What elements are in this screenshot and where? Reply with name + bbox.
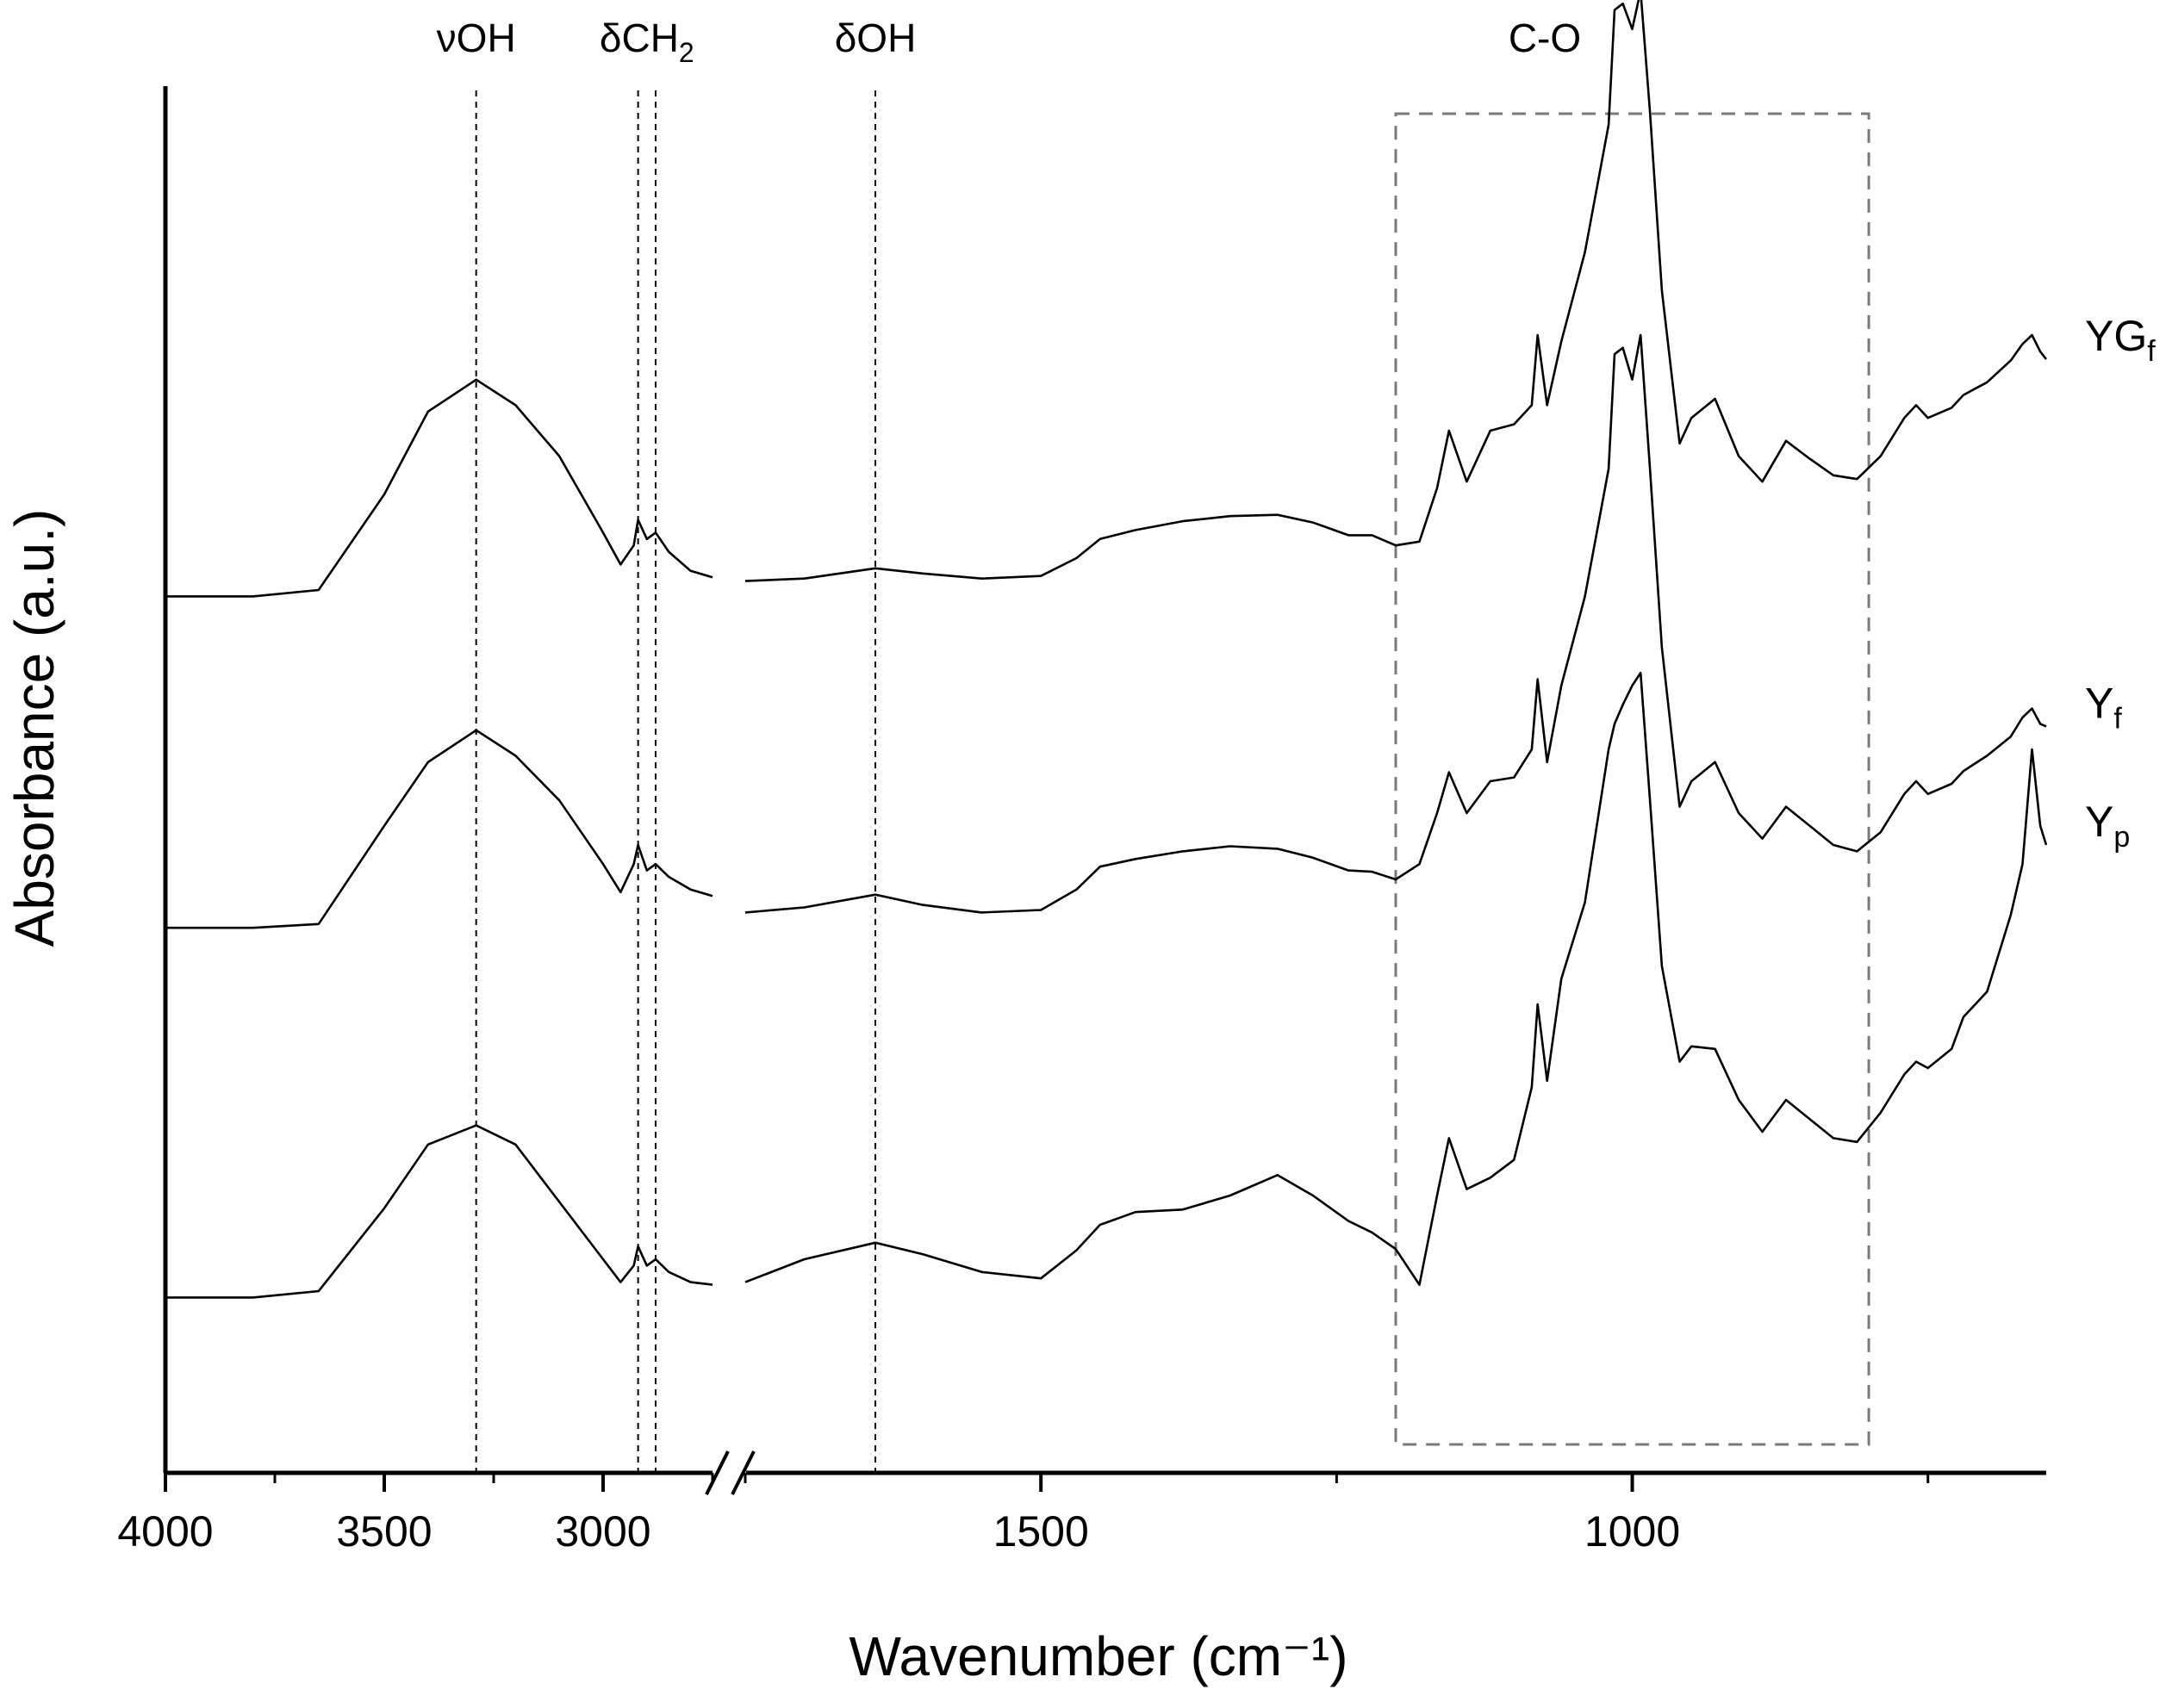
peak-marker-label-3: δOH	[835, 16, 917, 60]
x-tick-label-3: 3000	[555, 1507, 650, 1556]
x-axis-label: Wavenumber (cm⁻¹)	[849, 1625, 1347, 1687]
marker-layer: νOH δCH2 δOH	[437, 16, 917, 1473]
region-box-label: C-O	[1509, 16, 1581, 60]
axis-layer: 4000 3500 3000 1500 1000	[117, 86, 2046, 1556]
y-axis-label: Absorbance (a.u.)	[3, 509, 65, 947]
series-label-2: Yf	[2085, 679, 2122, 735]
axis-break-mark-2	[731, 1450, 756, 1495]
region-box	[1394, 112, 1870, 1446]
series-label-1: YGf	[2085, 312, 2156, 368]
series-line-2-right	[744, 333, 2047, 914]
region-layer	[1394, 112, 1870, 1446]
series-line-3-left	[165, 1124, 713, 1299]
series-line-1-left	[165, 378, 713, 598]
x-tick-label-1: 4000	[117, 1507, 213, 1556]
series-line-2-left	[165, 729, 713, 929]
series-line-3-right	[744, 671, 2048, 1286]
peak-marker-label-2: δCH2	[600, 16, 694, 68]
x-tick-label-4: 1500	[993, 1507, 1089, 1556]
series-label-3: Yp	[2085, 798, 2130, 854]
series-layer: YGf Yf Yp	[165, 0, 2156, 1299]
x-tick-label-5: 1000	[1584, 1507, 1680, 1556]
peak-marker-label-1: νOH	[437, 16, 516, 60]
axis-break-mark-1	[705, 1450, 730, 1495]
series-line-1-right	[744, 0, 2048, 582]
x-tick-label-2: 3500	[336, 1507, 432, 1556]
